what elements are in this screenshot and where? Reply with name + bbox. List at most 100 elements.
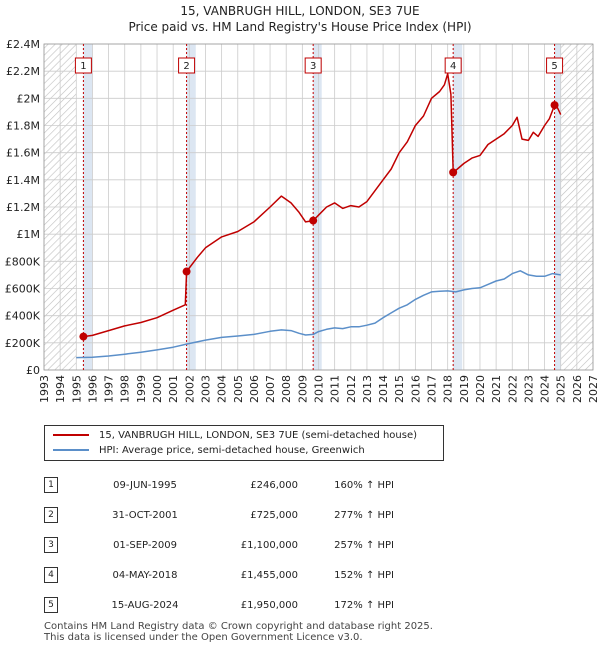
x-tick-label: 2016 [409,375,422,403]
sale-date: 01-SEP-2009 [113,539,177,551]
y-tick-label: £2.2M [6,65,40,78]
x-tick-label: 1993 [38,375,51,403]
property-price-line [83,73,562,338]
x-tick-label: 2013 [361,375,374,403]
x-tick-label: 2003 [199,375,212,403]
y-tick-label: £400K [5,310,41,323]
sale-label-box-3 [304,57,322,74]
sale-label-box-2 [178,57,196,74]
x-tick-label: 2006 [248,375,261,403]
y-tick-label: £600K [5,283,41,296]
row-number-cell: 3 [44,530,86,560]
x-tick-label: 2000 [151,375,164,403]
sale-price: £1,100,000 [240,539,298,551]
hpi-change: 152% ↑ HPI [334,569,394,581]
x-tick-label: 2007 [264,375,277,403]
y-tick-label: £1M [17,228,41,241]
x-tick-label: 2004 [216,375,229,403]
x-tick-label: 2012 [345,375,358,403]
sale-label-box-5 [546,57,564,74]
sale-point-3 [309,216,318,225]
table-row: 1 09-JUN-1995 £246,000 160% ↑ HPI [44,470,394,500]
hpi-change: 257% ↑ HPI [334,539,394,551]
sale-price: £1,950,000 [240,599,298,611]
x-tick-label: 1994 [54,375,67,403]
table-row: 5 15-AUG-2024 £1,950,000 172% ↑ HPI [44,590,394,620]
row-number: 2 [44,507,58,523]
y-tick-label: £2.4M [6,38,40,51]
row-number: 1 [44,477,58,493]
x-tick-label: 2015 [393,375,406,403]
x-tick-label: 2017 [426,375,439,403]
x-tick-label: 2005 [232,375,245,403]
x-tick-label: 1998 [119,375,132,403]
sale-label-2: 2 [183,61,189,72]
sale-label-3: 3 [310,61,316,72]
x-tick-label: 1996 [86,375,99,403]
sale-label-box-1 [74,57,92,74]
sale-label-1: 1 [80,61,86,72]
hpi-change: 172% ↑ HPI [334,599,394,611]
legend-item-hpi: HPI: Average price, semi-detached house,… [53,444,365,458]
x-tick-label: 1995 [70,375,83,403]
x-tick-label: 2025 [555,375,568,403]
row-number: 3 [44,537,58,553]
sale-date: 09-JUN-1995 [113,479,177,491]
table-row: 3 01-SEP-2009 £1,100,000 257% ↑ HPI [44,530,394,560]
footer-copyright: Contains HM Land Registry data © Crown c… [44,621,433,632]
chart-legend: 15, VANBRUGH HILL, LONDON, SE3 7UE (semi… [44,425,444,461]
chart-subtitle: Price paid vs. HM Land Registry's House … [128,20,472,34]
x-tick-label: 2027 [587,375,600,403]
x-tick-label: 1997 [103,375,116,403]
x-tick-label: 2020 [474,375,487,403]
row-number: 5 [44,597,58,613]
sale-price: £1,455,000 [240,569,298,581]
x-tick-label: 2024 [539,375,552,403]
x-tick-label: 2014 [377,375,390,403]
row-number-cell: 4 [44,560,86,590]
y-tick-label: £200K [5,337,41,350]
sale-point-4 [449,168,458,177]
footer: Contains HM Land Registry data © Crown c… [44,621,433,643]
hpi-change: 277% ↑ HPI [334,509,394,521]
table-row: 4 04-MAY-2018 £1,455,000 152% ↑ HPI [44,560,394,590]
row-number: 4 [44,567,58,583]
table-row: 2 31-OCT-2001 £725,000 277% ↑ HPI [44,500,394,530]
sale-point-1 [79,332,88,341]
sales-table: 1 09-JUN-1995 £246,000 160% ↑ HPI 2 31-OCT-20… [44,470,394,620]
x-tick-label: 2019 [458,375,471,403]
y-tick-label: £0 [26,364,40,377]
x-tick-label: 2002 [183,375,196,403]
y-tick-label: £1.6M [6,147,40,160]
x-tick-label: 2021 [490,375,503,403]
chart-title: 15, VANBRUGH HILL, LONDON, SE3 7UE [180,4,420,18]
x-tick-label: 2001 [167,375,180,403]
x-tick-label: 2023 [522,375,535,403]
x-tick-label: 2008 [280,375,293,403]
row-number-cell: 1 [44,470,86,500]
sale-date: 04-MAY-2018 [112,569,178,581]
sale-price: £725,000 [250,509,298,521]
x-tick-label: 2026 [571,375,584,403]
price-chart: £0 £200K £400K £600K £800K £1M £1.2M £1.4M £1.6M… [5,38,600,403]
plot-frame [43,43,594,371]
x-tick-label: 2010 [313,375,326,403]
row-number-cell: 2 [44,500,86,530]
legend-swatch-hpi [53,449,89,451]
sale-date: 31-OCT-2001 [112,509,178,521]
sale-label-4: 4 [450,61,456,72]
legend-swatch-property [53,434,89,436]
x-tick-label: 1999 [135,375,148,403]
x-tick-label: 2018 [442,375,455,403]
x-tick-label: 2009 [296,375,309,403]
sale-point-2 [182,267,191,276]
footer-licence: This data is licensed under the Open Gov… [44,632,363,643]
y-tick-label: £2M [17,92,41,105]
x-tick-label: 2011 [329,375,342,403]
sale-label-box-4 [444,57,462,74]
legend-item-property: 15, VANBRUGH HILL, LONDON, SE3 7UE (semi… [53,429,417,443]
y-tick-label: £1.8M [6,120,40,133]
row-number-cell: 5 [44,590,86,620]
x-tick-label: 2022 [506,375,519,403]
hpi-change: 160% ↑ HPI [334,479,394,491]
